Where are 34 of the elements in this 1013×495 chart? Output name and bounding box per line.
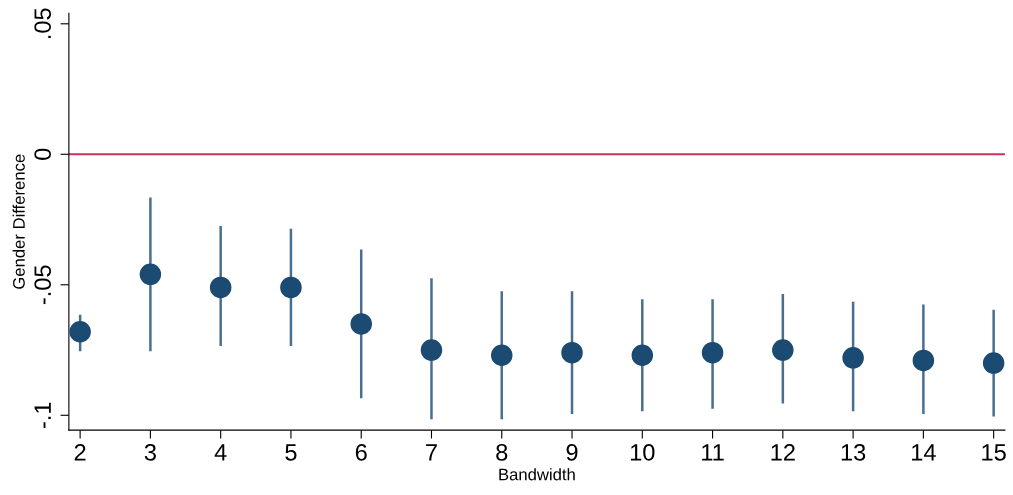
point xyxy=(490,344,513,367)
x-axis-title: Bandwidth xyxy=(499,468,575,481)
x-tick-label: 14 xyxy=(912,444,936,461)
y-tick-label: .05 xyxy=(34,8,52,39)
point xyxy=(912,349,935,372)
x-tick-label: 5 xyxy=(285,444,297,461)
x-tick-label: 15 xyxy=(982,444,1006,461)
y-tick-label: -.1 xyxy=(34,402,51,429)
point xyxy=(139,263,162,286)
point xyxy=(350,313,372,335)
x-tick-label: 8 xyxy=(496,443,508,461)
x-tick-label: 12 xyxy=(771,443,795,461)
y-tick-label: -.05 xyxy=(34,265,52,305)
x-tick-label: 11 xyxy=(702,444,724,461)
point xyxy=(631,344,654,367)
point xyxy=(701,341,724,364)
point xyxy=(772,339,794,361)
point xyxy=(420,339,443,361)
point xyxy=(280,276,302,299)
y-axis-title: Gender Difference xyxy=(12,154,25,289)
x-tick-label: 13 xyxy=(841,443,866,461)
point xyxy=(69,321,91,343)
point xyxy=(842,347,864,369)
point xyxy=(982,352,1005,374)
x-tick-label: 6 xyxy=(355,443,367,461)
point xyxy=(209,276,232,299)
x-tick-label: 4 xyxy=(214,444,227,461)
x-tick-label: 9 xyxy=(566,443,578,461)
x-tick-label: 10 xyxy=(630,443,655,461)
x-tick-label: 3 xyxy=(144,443,156,461)
x-tick-label: 2 xyxy=(74,443,86,461)
x-tick-label: 7 xyxy=(426,444,437,461)
point xyxy=(561,341,583,364)
y-tick-label: 0 xyxy=(34,148,52,160)
